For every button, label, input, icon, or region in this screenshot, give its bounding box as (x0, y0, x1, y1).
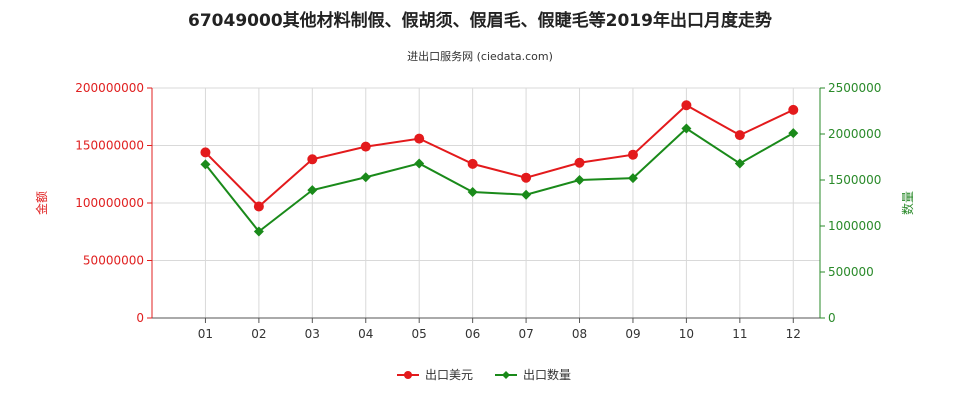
series-2-point (307, 185, 318, 196)
series-2-point (627, 173, 638, 184)
left-tick-label: 200000000 (75, 81, 144, 95)
series (200, 100, 799, 237)
series-2-point (253, 226, 264, 237)
left-axis-title: 金额 (34, 191, 49, 215)
axes: 0500000001000000001500000002000000000500… (34, 81, 915, 341)
series-1-point (574, 157, 585, 168)
x-tick-label: 09 (625, 327, 640, 341)
series-2-point (574, 175, 585, 185)
series-line-2 (204, 127, 794, 233)
x-tick-label: 03 (305, 327, 320, 341)
right-tick-label: 1500000 (828, 173, 881, 187)
right-tick-label: 500000 (828, 265, 874, 279)
legend-label: 出口美元 (425, 368, 473, 382)
series-1-point (414, 133, 425, 144)
left-tick-label: 150000000 (75, 139, 144, 153)
series-2-point (681, 123, 692, 134)
series-2-point (788, 128, 799, 139)
x-tick-label: 10 (679, 327, 694, 341)
x-tick-label: 08 (572, 327, 587, 341)
series-2-point (414, 158, 425, 169)
right-axis-title: 数量 (900, 191, 915, 215)
grid (152, 87, 821, 319)
x-tick-label: 05 (412, 327, 427, 341)
series-1-point (200, 147, 211, 158)
series-1-point (307, 154, 318, 165)
x-tick-label: 01 (198, 327, 213, 341)
series-2-point (360, 172, 371, 183)
series-1-point (467, 158, 478, 169)
series-2-point (467, 186, 478, 197)
x-tick-label: 02 (251, 327, 266, 341)
legend: 出口美元 出口数量 (397, 367, 571, 382)
x-tick-label: 06 (465, 327, 480, 341)
legend-item-1[interactable]: 出口美元 (397, 368, 473, 382)
series-2-point (734, 158, 745, 169)
left-tick-label: 100000000 (75, 196, 144, 210)
series-1-point (360, 141, 371, 152)
series-1-point (681, 100, 692, 111)
right-tick-label: 1000000 (828, 219, 881, 233)
left-tick-label: 50000000 (83, 254, 144, 268)
chart-title: 67049000其他材料制假、假胡须、假眉毛、假睫毛等2019年出口月度走势 (188, 10, 772, 31)
right-tick-label: 2500000 (828, 81, 881, 95)
series-line-1 (204, 104, 794, 208)
left-tick-label: 0 (136, 311, 144, 325)
x-tick-label: 04 (358, 327, 373, 341)
right-tick-label: 2000000 (828, 127, 881, 141)
series-1-point (521, 172, 532, 183)
x-tick-label: 07 (518, 327, 533, 341)
series-2-point (521, 189, 532, 200)
series-1-point (253, 201, 264, 212)
series-1-point (627, 149, 638, 160)
series-1-point (788, 104, 799, 115)
right-tick-label: 0 (828, 311, 836, 325)
x-tick-label: 12 (786, 327, 801, 341)
chart-subtitle: 进出口服务网 (ciedata.com) (407, 49, 553, 63)
legend-label: 出口数量 (523, 367, 571, 382)
series-2-point (200, 159, 211, 170)
legend-swatch-marker (404, 371, 412, 379)
x-tick-label: 11 (732, 327, 747, 341)
legend-swatch-marker (502, 371, 510, 379)
series-1-point (734, 130, 745, 141)
legend-item-2[interactable]: 出口数量 (495, 367, 571, 382)
